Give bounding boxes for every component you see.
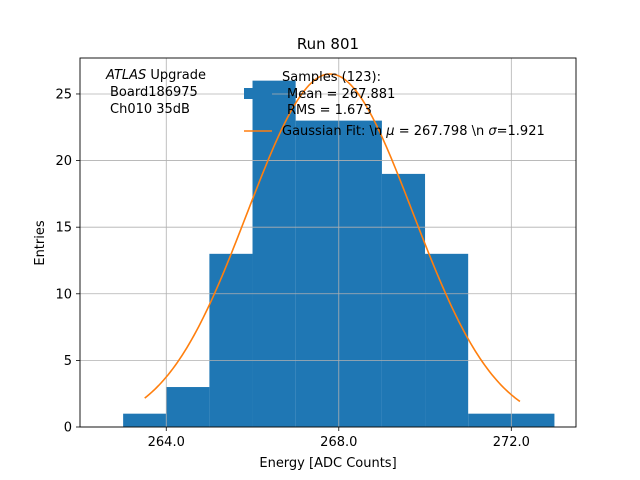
annotation-upgrade: Upgrade	[146, 68, 206, 83]
y-axis-label: Entries	[33, 220, 48, 266]
legend-histogram-line-2: Mean = 267.881	[287, 87, 395, 102]
histogram-bar-2	[209, 253, 253, 427]
legend-fit-part-2: = 267.798 \n	[395, 124, 489, 139]
legend-histogram-line-3: RMS = 1.673	[287, 103, 372, 118]
y-tick-label-0: 0	[64, 421, 72, 436]
x-tick-label-0: 264.0	[148, 435, 185, 450]
y-tick-label-2: 10	[55, 287, 72, 302]
atlas-annotation: ATLAS Upgrade Board186975 Ch010 35dB	[105, 68, 206, 117]
histogram-bar-1	[166, 387, 210, 427]
y-axis-ticks: 0 5 10 15 20 25	[55, 87, 80, 436]
x-tick-label-1: 268.0	[320, 435, 357, 450]
gaussian-fit-line	[144, 73, 521, 403]
histogram-bar-3	[252, 80, 296, 427]
histogram-bar-9	[511, 413, 555, 427]
legend-fit-label: Gaussian Fit: \n μ = 267.798 \n σ=1.921	[282, 124, 545, 139]
histogram-bar-8	[468, 413, 512, 427]
histogram-bar-0	[123, 413, 167, 427]
x-axis-ticks: 264.0 268.0 272.0	[148, 427, 530, 450]
legend-fit-part-3: =1.921	[497, 124, 545, 139]
legend-histogram-line-1: Samples (123):	[282, 70, 381, 85]
annotation-line-1: ATLAS Upgrade	[105, 68, 206, 83]
legend-fit-mu: μ	[385, 124, 394, 139]
histogram-bars	[123, 80, 555, 427]
x-axis-label: Energy [ADC Counts]	[259, 456, 396, 471]
legend-fit-part-1: Gaussian Fit: \n	[282, 124, 386, 139]
chart-title: Run 801	[297, 35, 359, 53]
legend: Samples (123): Mean = 267.881 RMS = 1.67…	[244, 70, 545, 139]
legend-histogram-swatch	[244, 88, 272, 99]
annotation-line-2: Board186975	[110, 85, 198, 100]
histogram-bar-5	[338, 120, 382, 427]
axes-frame	[79, 57, 577, 428]
legend-fit-sigma: σ	[488, 124, 497, 139]
histogram-bar-7	[425, 253, 469, 427]
y-tick-label-1: 5	[64, 354, 72, 369]
x-tick-label-2: 272.0	[493, 435, 530, 450]
y-tick-label-4: 20	[55, 154, 72, 169]
annotation-line-3: Ch010 35dB	[110, 102, 190, 117]
y-tick-label-5: 25	[55, 87, 72, 102]
annotation-atlas: ATLAS	[105, 68, 146, 83]
y-tick-label-3: 15	[55, 221, 72, 236]
histogram-bar-4	[295, 120, 339, 427]
histogram-bar-6	[381, 173, 426, 427]
